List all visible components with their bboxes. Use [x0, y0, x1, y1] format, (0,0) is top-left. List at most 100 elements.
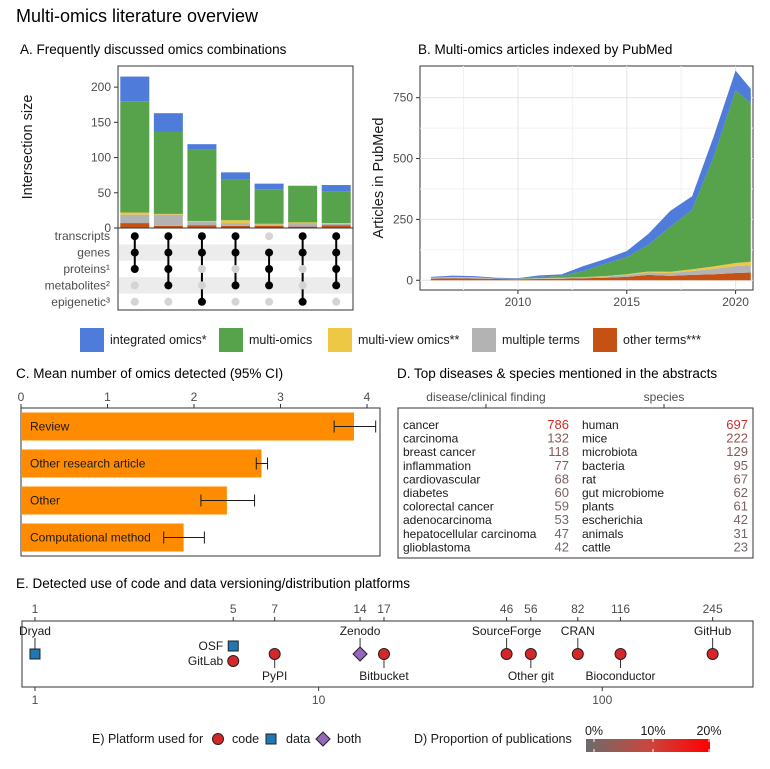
code-marker: [500, 648, 513, 660]
disease-term: diabetes: [403, 486, 448, 500]
point-label: SourceForge: [472, 624, 542, 638]
matrix-dot-off: [332, 297, 341, 306]
matrix-dot-on: [265, 265, 274, 273]
upset-bar-segment: [288, 222, 318, 224]
y-tick-label: 250: [393, 212, 413, 226]
set-label: epigenetic³: [51, 295, 110, 309]
upset-bar-segment: [153, 131, 183, 214]
matrix-dot-off: [298, 281, 307, 290]
matrix-dot-on: [298, 248, 307, 257]
panel-b-title: B. Multi-omics articles indexed by PubMe…: [418, 42, 672, 57]
area-series: [430, 272, 751, 281]
x-tick-label: 0: [18, 390, 25, 404]
x-tick-top-label: 56: [524, 602, 538, 616]
upset-bar-segment: [120, 214, 150, 224]
matrix-dot-on: [332, 281, 341, 290]
column-header: species: [644, 390, 685, 404]
code-marker: [706, 648, 719, 660]
legend-e: E) Platform used for code data both: [92, 731, 361, 747]
legend-d: D) Proportion of publications 0% 10% 20%: [414, 724, 722, 752]
x-tick-label: 4: [364, 390, 371, 404]
matrix-dot-on: [298, 297, 307, 306]
y-tick-label: 100: [91, 151, 111, 165]
matrix-dot-on: [130, 232, 139, 241]
disease-term: breast cancer: [403, 445, 476, 459]
disease-count: 118: [548, 444, 569, 459]
x-tick-top-label: 17: [377, 602, 391, 616]
disease-count: 132: [547, 431, 569, 446]
species-term: microbiota: [582, 445, 638, 459]
species-count: 222: [726, 431, 748, 446]
legend-swatch: [472, 328, 496, 352]
code-marker: [377, 648, 390, 660]
legend-swatch: [593, 328, 617, 352]
panel-d-frame: [397, 407, 754, 559]
disease-term: adenocarcinoma: [403, 513, 492, 527]
matrix-dot-off: [197, 281, 206, 290]
upset-bar-segment: [288, 223, 318, 227]
matrix-dot-on: [332, 232, 341, 241]
point-label: Bitbucket: [359, 669, 409, 683]
disease-count: 59: [555, 499, 569, 514]
disease-count: 68: [555, 471, 569, 486]
area-series: [430, 90, 751, 279]
upset-bar-segment: [187, 221, 217, 226]
upset-bar-segment: [187, 220, 217, 222]
legend-e-label: both: [337, 732, 361, 746]
colorbar-tick-label: 0%: [585, 724, 603, 738]
set-label: metabolites²: [45, 278, 110, 292]
x-tick-label: 2015: [613, 295, 640, 309]
legend-label: integrated omics*: [110, 333, 207, 347]
panel-d: D. Top diseases & species mentioned in t…: [397, 366, 754, 559]
panel-a-title: A. Frequently discussed omics combinatio…: [20, 42, 287, 57]
point-label: Bioconductor: [586, 669, 656, 683]
matrix-dot-on: [298, 232, 307, 241]
disease-term: colorectal cancer: [403, 500, 494, 514]
matrix-dot-on: [231, 248, 240, 257]
code-marker: [212, 733, 224, 745]
matrix-dot-on: [197, 297, 206, 306]
panel-c: C. Mean number of omics detected (95% CI…: [16, 366, 381, 557]
data-marker: [265, 733, 277, 745]
disease-count: 77: [555, 458, 569, 473]
upset-bar-segment: [221, 225, 250, 228]
disease-count: 53: [555, 512, 569, 527]
page-title: Multi-omics literature overview: [16, 6, 259, 26]
code-marker: [614, 648, 627, 660]
point-label: Other git: [508, 669, 555, 683]
panel-a: A. Frequently discussed omics combinatio…: [20, 42, 354, 311]
main-legend: integrated omics* multi-omics multi-view o…: [80, 328, 701, 352]
matrix-dot-off: [265, 232, 274, 241]
both-marker: [315, 731, 331, 747]
upset-bar-segment: [288, 185, 318, 223]
matrix-dot-on: [164, 248, 173, 257]
matrix-dot-off: [197, 265, 206, 273]
matrix-dot-on: [164, 281, 173, 290]
x-tick-top-label: 1: [32, 602, 39, 616]
disease-term: cardiovascular: [403, 472, 480, 486]
point-label: Zenodo: [340, 624, 381, 638]
colorbar: [586, 739, 710, 752]
set-label: proteins¹: [63, 262, 110, 276]
species-count: 42: [734, 512, 748, 527]
upset-bar-segment: [321, 223, 351, 226]
upset-bar-segment: [120, 212, 150, 215]
x-tick-top-label: 46: [500, 602, 514, 616]
bar-label: Review: [30, 420, 70, 434]
bar: [21, 449, 262, 478]
matrix-dot-on: [197, 232, 206, 241]
panel-b: B. Multi-omics articles indexed by PubMe…: [371, 42, 754, 309]
species-term: cattle: [582, 540, 611, 554]
area-series: [430, 265, 751, 280]
y-tick-label: 150: [91, 115, 111, 129]
x-tick-top-label: 82: [571, 602, 585, 616]
upset-bar-segment: [254, 225, 284, 228]
upset-bar-segment: [221, 223, 250, 226]
set-label: transcripts: [55, 229, 110, 243]
upset-bar-segment: [187, 144, 217, 150]
disease-term: hepatocellular carcinoma: [403, 527, 537, 541]
disease-term: inflammation: [403, 459, 471, 473]
code-marker: [524, 648, 537, 660]
species-count: 61: [734, 499, 748, 514]
